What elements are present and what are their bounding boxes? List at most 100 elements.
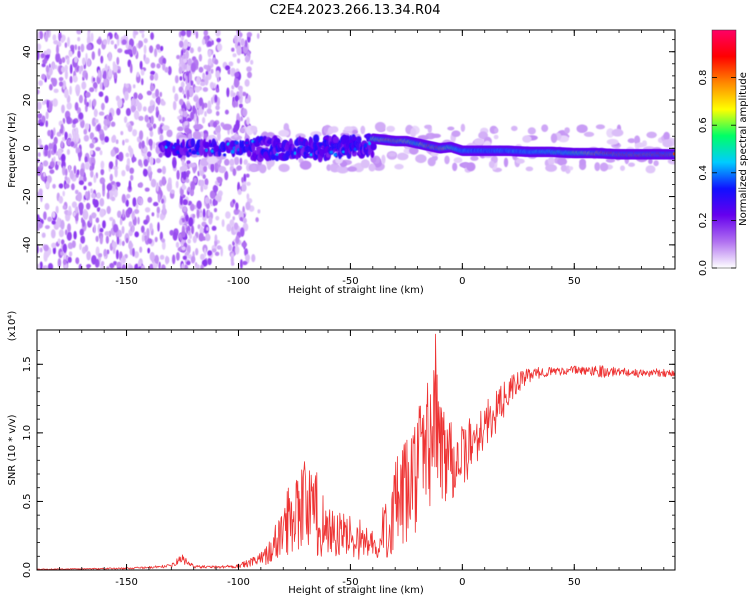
spectrogram-cell bbox=[162, 165, 166, 175]
spectrogram-cell bbox=[154, 254, 159, 265]
spectrogram-cell bbox=[245, 98, 250, 104]
spectrogram-cell bbox=[84, 123, 90, 131]
y-tick-label: 40 bbox=[22, 45, 33, 58]
spectrogram-cell bbox=[86, 35, 91, 45]
spectrogram-cell bbox=[247, 71, 252, 79]
spectrogram-cell bbox=[360, 159, 370, 169]
spectrogram-cell bbox=[180, 35, 184, 41]
spectrogram-cell bbox=[103, 77, 109, 88]
spectrogram-cell bbox=[239, 217, 243, 221]
snr-series-line bbox=[37, 333, 675, 570]
spectrogram-cell bbox=[85, 52, 88, 63]
spectrogram-cell bbox=[100, 260, 105, 267]
spectrogram-cell bbox=[52, 98, 58, 107]
spectrogram-cell bbox=[634, 135, 641, 145]
spectrogram-cell bbox=[627, 138, 636, 144]
spectrogram-cell bbox=[179, 98, 184, 106]
spectrogram-cell bbox=[200, 253, 205, 261]
spectrogram-cell bbox=[116, 56, 120, 66]
spectrogram-cell bbox=[106, 266, 110, 269]
spectrogram-cell bbox=[205, 71, 209, 75]
spectrogram-cell bbox=[164, 66, 169, 73]
spectrogram-cell bbox=[66, 57, 70, 65]
spectrogram-cell bbox=[58, 183, 64, 189]
spectrogram-cell bbox=[72, 123, 76, 129]
spectrogram-cell bbox=[250, 125, 258, 132]
spectrogram-cell bbox=[90, 32, 94, 42]
spectrogram-cell bbox=[103, 124, 108, 131]
spectrogram-cell bbox=[250, 59, 254, 65]
spectrogram-cell bbox=[40, 192, 43, 203]
spectrogram-cell bbox=[86, 250, 91, 261]
spectrogram-cell bbox=[203, 184, 208, 190]
spectrogram-cell bbox=[190, 225, 195, 235]
spectrogram-cell bbox=[62, 243, 67, 254]
spectrogram-cell bbox=[99, 227, 104, 233]
spectrogram-cell bbox=[99, 208, 105, 218]
spectrogram-cell bbox=[95, 217, 100, 223]
spectrogram-cell bbox=[230, 149, 235, 154]
spectrogram-cell bbox=[234, 72, 240, 78]
spectrogram-cell bbox=[155, 157, 161, 164]
spectrogram-cell bbox=[117, 98, 123, 108]
spectrogram-cell bbox=[78, 112, 84, 120]
spectrogram-cell bbox=[121, 39, 127, 45]
spectrogram-cell bbox=[37, 138, 42, 147]
spectrogram-cell bbox=[138, 182, 144, 188]
spectrogram-cell bbox=[87, 30, 91, 33]
spectrogram-cell bbox=[62, 205, 67, 210]
spectrogram-cell bbox=[192, 235, 197, 244]
spectrogram-cell bbox=[185, 50, 190, 60]
colorbar: 0.0 0.2 0.4 0.6 0.8 Normalized spectral ampl… bbox=[698, 29, 749, 276]
spectrogram-cell bbox=[207, 49, 212, 58]
spectrogram-cell bbox=[115, 139, 119, 144]
spectrogram-cell bbox=[150, 85, 155, 92]
spectrogram-cell bbox=[99, 197, 105, 207]
spectrogram-cell bbox=[112, 64, 118, 73]
spectrogram-cell bbox=[122, 139, 125, 146]
spectrogram-cell bbox=[67, 210, 72, 216]
spectrogram-cell bbox=[179, 195, 184, 206]
spectrogram-cell bbox=[216, 43, 223, 52]
spectrogram-cell bbox=[86, 58, 91, 67]
spectrogram-cell bbox=[239, 87, 243, 97]
spectrogram-cell bbox=[274, 154, 280, 162]
spectrogram-cell bbox=[37, 113, 43, 119]
spectrogram-cell bbox=[136, 71, 140, 78]
spectrogram-cell bbox=[115, 147, 119, 154]
spectrogram-cell bbox=[178, 86, 184, 93]
spectrogram-cell bbox=[144, 114, 149, 123]
spectrogram-cell bbox=[137, 196, 142, 205]
spectrogram-cell bbox=[146, 136, 149, 146]
spectrogram-cell bbox=[148, 138, 153, 146]
spectrogram-cell bbox=[156, 63, 161, 69]
spectrogram-cell bbox=[47, 129, 52, 137]
spectrogram-cell bbox=[103, 248, 107, 257]
spectrogram-cell bbox=[230, 135, 243, 141]
spectrogram-cell bbox=[62, 80, 67, 90]
spectrogram-cell bbox=[92, 77, 96, 82]
spectrogram-cell bbox=[188, 72, 192, 83]
spectrogram-cell bbox=[214, 234, 218, 242]
spectrogram-cell bbox=[105, 235, 109, 244]
spectrogram-cell bbox=[49, 83, 53, 91]
spectrogram-cell bbox=[144, 207, 151, 213]
spectrogram-cell bbox=[51, 61, 56, 71]
spectrogram-cell bbox=[147, 247, 151, 254]
spectrogram-cell bbox=[91, 162, 95, 170]
spectrogram-cell bbox=[95, 246, 100, 257]
spectrogram-cell bbox=[79, 94, 83, 104]
spectrogram-cell bbox=[57, 161, 62, 166]
spectrogram-cell bbox=[125, 163, 130, 172]
spectrogram-cell bbox=[187, 186, 191, 193]
spectrogram-cell bbox=[41, 232, 46, 238]
spectrogram-cell bbox=[37, 31, 40, 41]
spectrogram-cell bbox=[53, 88, 59, 94]
spectrogram-cell bbox=[45, 181, 50, 189]
spectrogram-cell bbox=[73, 230, 77, 240]
spectrogram-cell bbox=[156, 212, 160, 219]
spectrogram-cell bbox=[101, 102, 105, 111]
spectrogram-cell bbox=[202, 72, 206, 80]
spectrogram-cell bbox=[207, 58, 212, 66]
spectrogram-cell bbox=[466, 162, 476, 172]
